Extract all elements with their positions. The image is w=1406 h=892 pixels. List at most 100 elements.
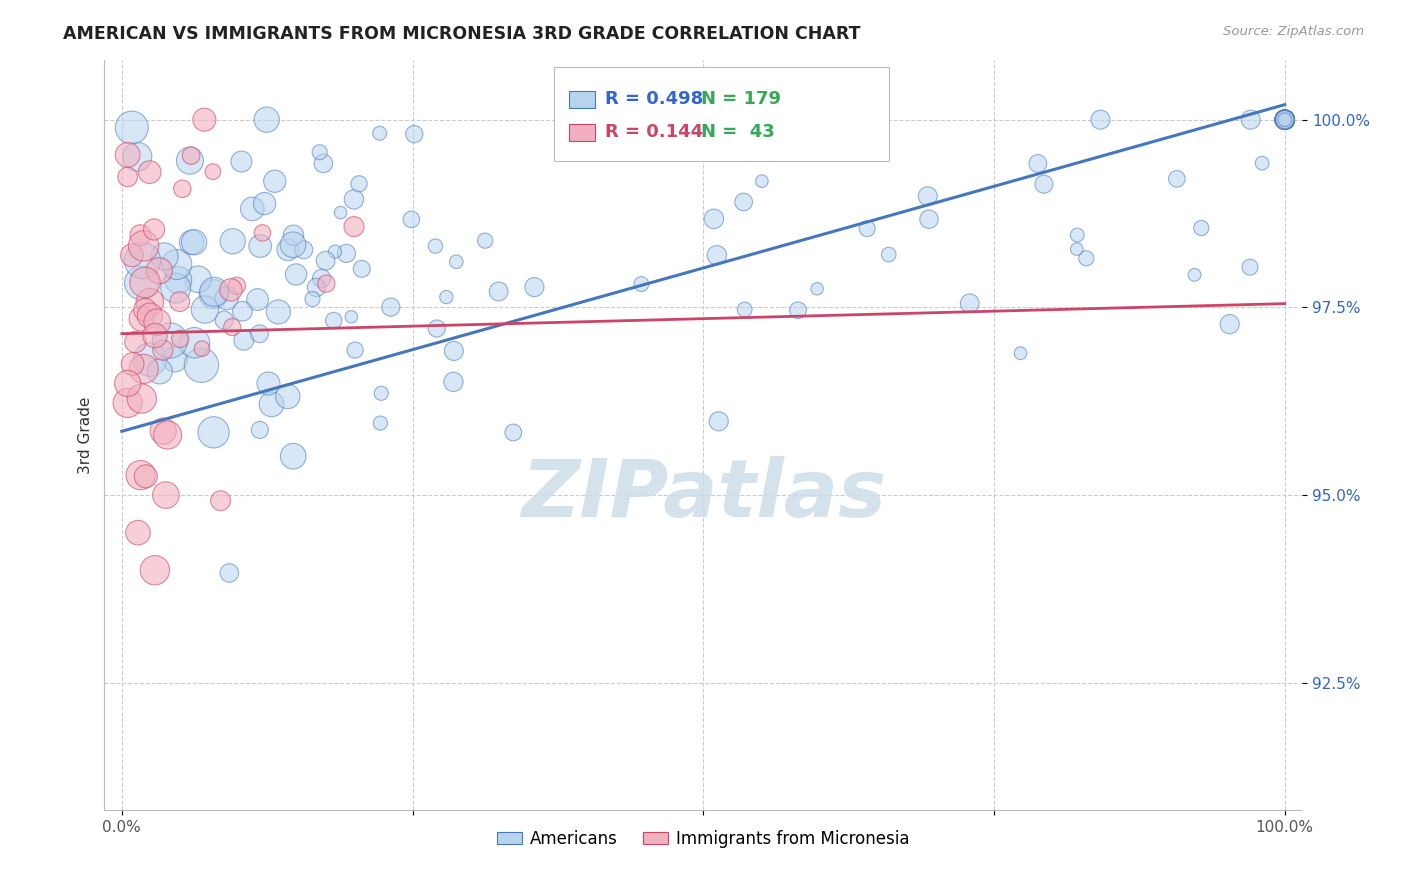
- Point: [202, 425, 225, 440]
- Point: [1166, 172, 1188, 186]
- Point: [131, 276, 153, 290]
- Point: [1274, 112, 1296, 127]
- Point: [733, 112, 755, 127]
- Point: [1274, 112, 1296, 127]
- Point: [127, 525, 149, 540]
- Point: [1274, 112, 1296, 127]
- Text: N =  43: N = 43: [700, 123, 775, 142]
- Point: [734, 302, 756, 317]
- Point: [1274, 112, 1296, 127]
- Point: [124, 334, 146, 349]
- Point: [344, 343, 367, 357]
- Point: [1274, 112, 1296, 127]
- Point: [1274, 112, 1296, 127]
- Point: [1274, 112, 1296, 127]
- Point: [194, 302, 217, 317]
- Point: [1240, 112, 1263, 127]
- Point: [1274, 112, 1296, 127]
- Point: [121, 357, 143, 371]
- Point: [152, 424, 174, 438]
- Point: [308, 145, 330, 160]
- Point: [751, 174, 773, 188]
- Point: [426, 321, 449, 335]
- Point: [315, 277, 337, 291]
- Point: [856, 221, 879, 235]
- Point: [285, 268, 308, 282]
- Point: [143, 563, 166, 577]
- Point: [1274, 112, 1296, 127]
- Point: [117, 396, 139, 410]
- Point: [249, 423, 271, 437]
- FancyBboxPatch shape: [554, 67, 889, 161]
- Point: [446, 254, 468, 268]
- Point: [180, 148, 202, 162]
- Point: [249, 326, 271, 341]
- Point: [1274, 112, 1296, 127]
- Point: [1076, 252, 1098, 266]
- Point: [370, 386, 392, 401]
- Point: [127, 150, 149, 164]
- Point: [231, 304, 253, 318]
- Point: [143, 222, 166, 236]
- Point: [1274, 112, 1296, 127]
- Point: [146, 315, 169, 329]
- Point: [1274, 112, 1296, 127]
- Point: [163, 352, 186, 367]
- Point: [370, 416, 392, 430]
- Point: [329, 205, 352, 219]
- Point: [117, 376, 139, 391]
- Point: [404, 127, 426, 141]
- Point: [1026, 156, 1049, 170]
- Point: [311, 271, 333, 285]
- Point: [281, 237, 304, 252]
- Point: [1274, 112, 1296, 127]
- Point: [343, 193, 366, 207]
- Point: [134, 276, 156, 290]
- Point: [1274, 112, 1296, 127]
- Point: [1274, 112, 1296, 127]
- Point: [305, 280, 328, 294]
- Point: [1274, 112, 1296, 127]
- Point: [1274, 112, 1296, 127]
- Point: [488, 285, 510, 299]
- Point: [167, 273, 190, 287]
- Point: [315, 253, 337, 268]
- Point: [183, 235, 205, 250]
- Point: [283, 449, 305, 463]
- Point: [1274, 112, 1296, 127]
- Point: [152, 343, 174, 357]
- Point: [343, 219, 366, 234]
- Point: [117, 169, 139, 184]
- Point: [1274, 112, 1296, 127]
- Point: [263, 174, 285, 188]
- Point: [166, 257, 188, 271]
- Point: [1274, 112, 1296, 127]
- Point: [135, 469, 157, 483]
- Point: [219, 283, 242, 297]
- Point: [877, 247, 900, 261]
- Point: [1274, 112, 1296, 127]
- Point: [256, 112, 278, 127]
- Point: [1274, 112, 1296, 127]
- Point: [918, 212, 941, 227]
- Point: [1274, 112, 1296, 127]
- Point: [301, 292, 323, 306]
- Point: [335, 246, 357, 260]
- Legend: Americans, Immigrants from Micronesia: Americans, Immigrants from Micronesia: [491, 823, 917, 855]
- Point: [131, 253, 153, 268]
- Point: [425, 239, 447, 253]
- Point: [249, 239, 271, 253]
- Point: [340, 310, 363, 324]
- Point: [1239, 260, 1261, 275]
- Point: [148, 264, 170, 278]
- Point: [1274, 112, 1296, 127]
- Point: [277, 243, 299, 257]
- Point: [1274, 112, 1296, 127]
- Point: [169, 332, 191, 346]
- Point: [1274, 112, 1296, 127]
- Text: AMERICAN VS IMMIGRANTS FROM MICRONESIA 3RD GRADE CORRELATION CHART: AMERICAN VS IMMIGRANTS FROM MICRONESIA 3…: [63, 25, 860, 43]
- Point: [134, 302, 156, 317]
- Point: [240, 202, 263, 216]
- Point: [1274, 112, 1296, 127]
- Point: [1274, 112, 1296, 127]
